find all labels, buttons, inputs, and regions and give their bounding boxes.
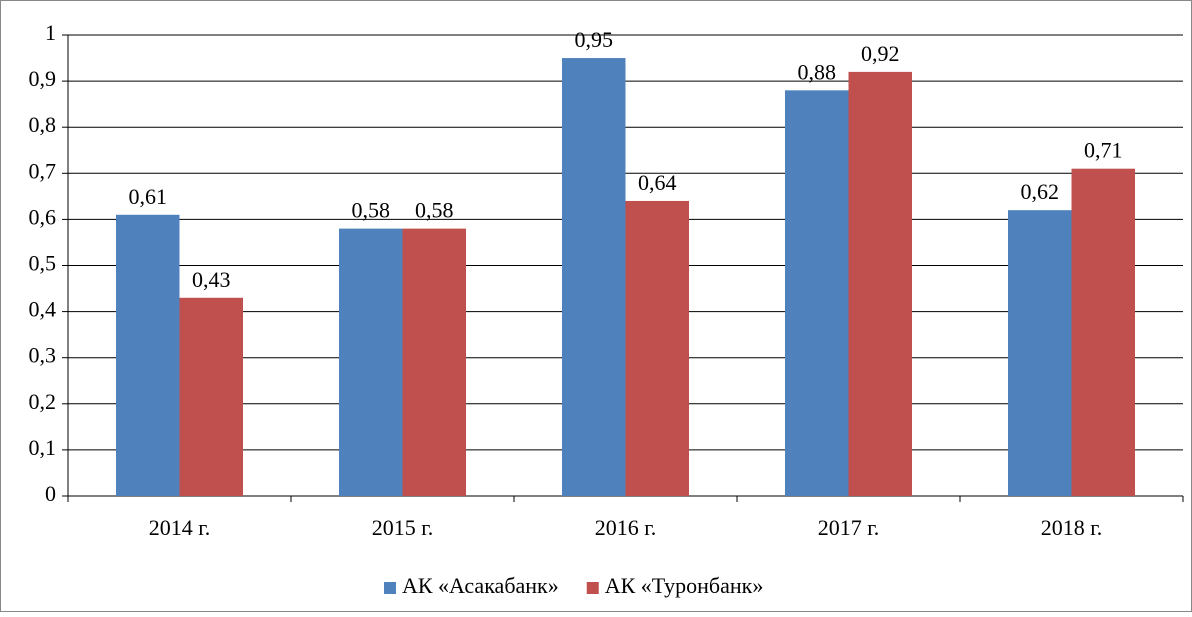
legend-label: АК «Асакабанк» [402,573,559,598]
data-label: 0,43 [192,267,231,292]
y-tick-label: 0,6 [29,204,57,229]
x-tick-label: 2017 г. [818,515,880,540]
bar [339,228,403,496]
x-tick-label: 2016 г. [595,515,657,540]
x-tick-label: 2014 г. [149,515,211,540]
y-tick-label: 1 [45,20,56,45]
y-tick-label: 0,5 [29,251,57,276]
data-label: 0,64 [638,170,677,195]
data-label: 0,95 [575,27,614,52]
legend-swatch [586,582,599,594]
data-label: 0,62 [1021,179,1060,204]
x-tick-label: 2015 г. [372,515,434,540]
legend-label: АК «Туронбанк» [605,573,764,598]
y-tick-label: 0,9 [29,66,57,91]
y-tick-label: 0,3 [29,343,57,368]
data-label: 0,92 [861,41,900,66]
bar [848,71,912,496]
y-tick-label: 0,4 [29,297,57,322]
y-tick-label: 0,1 [29,435,57,460]
data-label: 0,88 [798,59,837,84]
bar [1071,168,1135,496]
data-label: 0,58 [352,198,391,223]
bar [179,297,243,496]
bar [625,200,689,496]
data-label: 0,58 [415,198,454,223]
data-label: 0,61 [129,184,168,209]
data-label: 0,71 [1084,138,1123,163]
bar [116,214,180,497]
y-tick-label: 0,2 [29,389,57,414]
y-tick-label: 0,7 [29,158,57,183]
y-tick-label: 0 [45,481,56,506]
x-tick-label: 2018 г. [1041,515,1103,540]
bar [1008,210,1072,496]
legend-swatch [384,582,396,594]
bar [402,228,466,496]
y-tick-label: 0,8 [29,112,57,137]
bar [785,90,849,496]
bar [562,58,626,497]
